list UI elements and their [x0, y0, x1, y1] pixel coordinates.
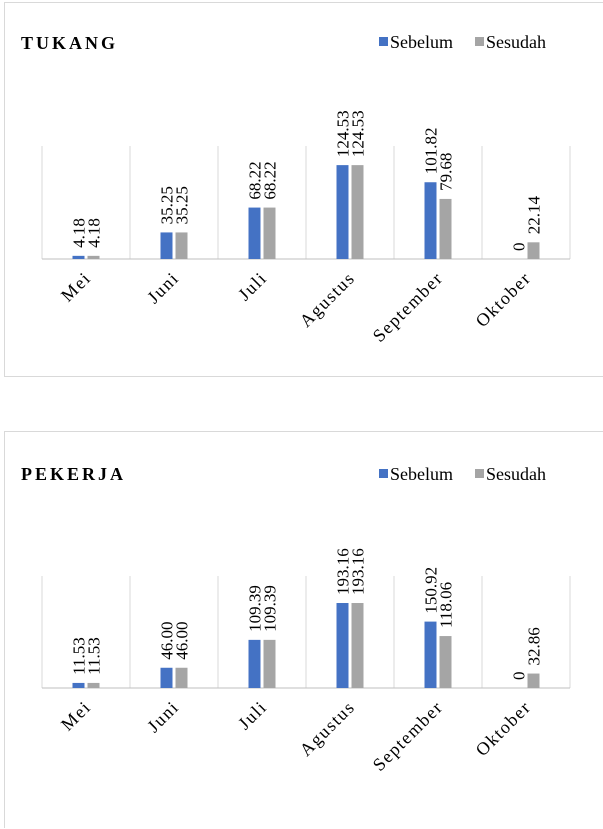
legend-swatch-sebelum — [379, 37, 388, 46]
legend-label-sebelum: Sebelum — [390, 464, 453, 484]
bar-sesudah-mei — [87, 682, 100, 688]
bar-sebelum-agustus — [336, 165, 349, 259]
data-label-sebelum-agustus: 193.16 — [334, 548, 353, 595]
x-tick-label-juni: Juni — [143, 268, 183, 308]
chart-tukang: TUKANG Sebelum Sesudah 4.18 4.18 Mei 35.25 35.2… — [4, 2, 603, 377]
bar-sebelum-mei — [72, 682, 85, 688]
legend-label-sebelum: Sebelum — [390, 32, 453, 52]
bar-sesudah-agustus — [351, 603, 364, 688]
bar-sebelum-agustus — [336, 603, 349, 688]
data-label-sesudah-agustus: 124.53 — [349, 110, 368, 157]
chart-pekerja: PEKERJA Sebelum Sesudah 11.53 11.53 Mei 46.00 4… — [4, 431, 603, 828]
data-label-sesudah-september: 79.68 — [437, 153, 456, 191]
data-label-sesudah-mei: 4.18 — [85, 218, 104, 248]
data-label-sesudah-mei: 11.53 — [85, 637, 104, 675]
legend-label-sesudah: Sesudah — [486, 464, 546, 484]
bar-sebelum-juli — [248, 639, 261, 688]
data-label-sebelum-juni: 35.25 — [158, 186, 177, 224]
bar-sesudah-agustus — [351, 165, 364, 259]
legend-label-sesudah: Sesudah — [486, 32, 546, 52]
bar-sebelum-september — [424, 621, 437, 688]
data-label-sesudah-juni: 35.25 — [173, 186, 192, 224]
x-tick-label-agustus: Agustus — [296, 697, 359, 760]
x-tick-label-oktober: Oktober — [472, 268, 535, 331]
data-label-sebelum-agustus: 124.53 — [334, 110, 353, 157]
x-tick-label-juli: Juli — [234, 697, 271, 734]
x-tick-label-mei: Mei — [57, 697, 95, 735]
data-label-sebelum-juni: 46.00 — [158, 622, 177, 660]
data-label-sesudah-oktober: 22.14 — [525, 196, 544, 235]
bar-sesudah-juli — [263, 639, 276, 688]
bar-sesudah-juni — [175, 667, 188, 688]
legend-swatch-sesudah — [475, 469, 484, 478]
bar-sesudah-juni — [175, 232, 188, 259]
chart-title: PEKERJA — [21, 464, 126, 484]
data-label-sesudah-agustus: 193.16 — [349, 548, 368, 595]
bar-sesudah-oktober — [527, 242, 540, 259]
data-label-sebelum-september: 101.82 — [422, 127, 441, 174]
bar-sebelum-mei — [72, 255, 85, 259]
legend-swatch-sebelum — [379, 469, 388, 478]
bar-sebelum-juni — [160, 667, 173, 688]
data-label-sebelum-mei: 4.18 — [70, 218, 89, 248]
bar-sesudah-oktober — [527, 673, 540, 688]
bar-sesudah-september — [439, 198, 452, 259]
data-label-sebelum-september: 150.92 — [422, 567, 441, 614]
x-tick-label-oktober: Oktober — [472, 697, 535, 760]
bar-sebelum-september — [424, 182, 437, 259]
data-label-sebelum-oktober: 0 — [510, 672, 529, 681]
legend-swatch-sesudah — [475, 37, 484, 46]
bar-sesudah-mei — [87, 255, 100, 259]
x-tick-label-mei: Mei — [57, 268, 95, 306]
chart-tukang-svg: TUKANG Sebelum Sesudah 4.184.18 Mei 35.2535.2… — [21, 32, 571, 346]
data-label-sesudah-juli: 109.39 — [261, 585, 280, 632]
x-tick-label-september: September — [369, 697, 447, 775]
bar-sebelum-juli — [248, 207, 261, 259]
data-label-sebelum-oktober: 0 — [510, 243, 529, 252]
data-label-sesudah-juli: 68.22 — [261, 161, 280, 199]
x-tick-label-juni: Juni — [143, 697, 183, 737]
bar-sesudah-september — [439, 636, 452, 688]
data-label-sesudah-oktober: 32.86 — [525, 627, 544, 665]
bar-sebelum-juni — [160, 232, 173, 259]
bar-sesudah-juli — [263, 207, 276, 259]
data-label-sebelum-mei: 11.53 — [70, 637, 89, 675]
x-tick-label-september: September — [369, 268, 447, 346]
chart-title: TUKANG — [21, 33, 118, 53]
data-label-sebelum-juli: 68.22 — [246, 161, 265, 199]
data-label-sesudah-juni: 46.00 — [173, 622, 192, 660]
data-label-sesudah-september: 118.06 — [437, 582, 456, 628]
data-label-sebelum-juli: 109.39 — [246, 585, 265, 632]
x-tick-label-juli: Juli — [234, 268, 271, 305]
x-tick-label-agustus: Agustus — [296, 268, 359, 331]
